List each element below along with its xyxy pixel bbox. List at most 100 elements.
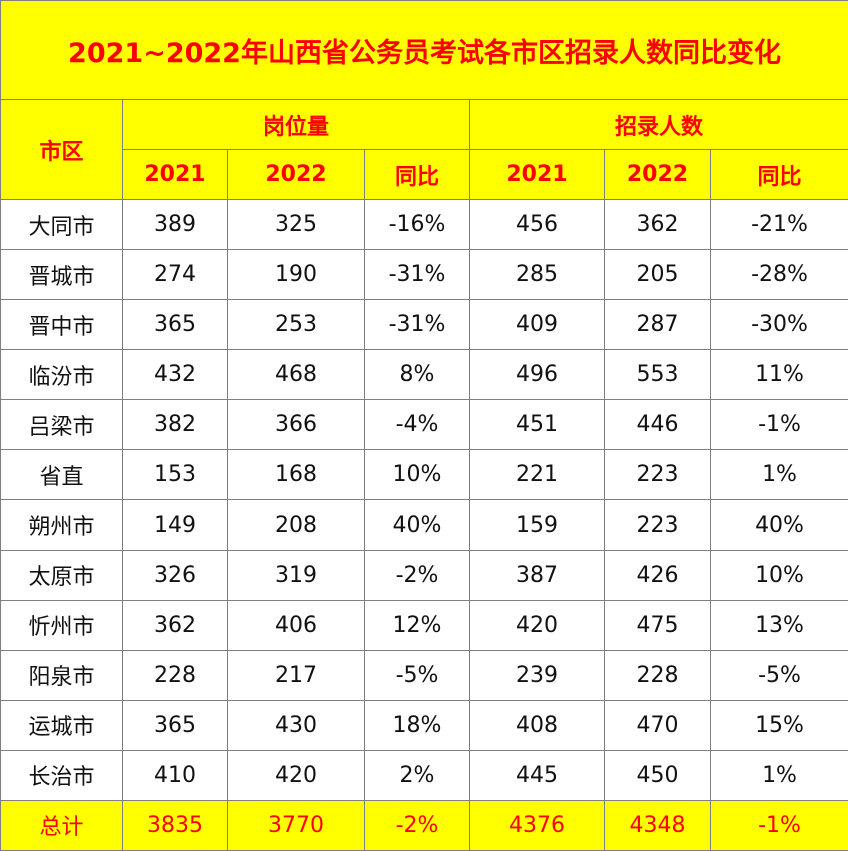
positions-yoy-cell: -4% <box>364 399 470 451</box>
recruits-2021-cell: 387 <box>469 549 605 601</box>
total-label: 总计 <box>0 799 123 851</box>
positions-2021-cell: 153 <box>122 449 228 501</box>
positions-2022-cell: 420 <box>227 749 365 801</box>
recruits-group-header: 招录人数 <box>468 99 848 151</box>
table-row: 晋中市 365 253 -31% 409 287 -30% <box>0 299 848 351</box>
table-row: 运城市 365 430 18% 408 470 15% <box>0 699 848 751</box>
recruits-yoy-cell: 10% <box>709 549 848 601</box>
sub-header-positions-2021: 2021 <box>122 149 228 201</box>
positions-2022-cell: 217 <box>227 649 365 701</box>
region-cell: 朔州市 <box>0 499 123 551</box>
table-row: 吕梁市 382 366 -4% 451 446 -1% <box>0 399 848 451</box>
recruits-2022-cell: 228 <box>604 649 711 701</box>
recruits-2022-cell: 362 <box>604 199 711 251</box>
positions-2022-cell: 325 <box>227 199 365 251</box>
recruits-2022-cell: 470 <box>604 699 711 751</box>
recruits-2022-cell: 553 <box>604 349 711 401</box>
total-positions-2021: 3835 <box>122 799 228 851</box>
positions-yoy-cell: 12% <box>364 599 470 651</box>
region-cell: 太原市 <box>0 549 123 601</box>
recruits-yoy-cell: -28% <box>709 249 848 301</box>
recruits-2021-cell: 285 <box>469 249 605 301</box>
positions-group-header: 岗位量 <box>122 99 470 151</box>
total-recruits-2022: 4348 <box>604 799 711 851</box>
recruits-yoy-cell: 1% <box>709 449 848 501</box>
recruits-2021-cell: 451 <box>469 399 605 451</box>
sub-header-positions-2022: 2022 <box>227 149 365 201</box>
positions-2021-cell: 149 <box>122 499 228 551</box>
table-row: 太原市 326 319 -2% 387 426 10% <box>0 549 848 601</box>
recruits-2021-cell: 159 <box>469 499 605 551</box>
table-row: 大同市 389 325 -16% 456 362 -21% <box>0 199 848 251</box>
positions-2021-cell: 432 <box>122 349 228 401</box>
positions-yoy-cell: 40% <box>364 499 470 551</box>
positions-2021-cell: 365 <box>122 699 228 751</box>
recruits-yoy-cell: 1% <box>709 749 848 801</box>
region-cell: 晋城市 <box>0 249 123 301</box>
recruits-2021-cell: 496 <box>469 349 605 401</box>
positions-2022-cell: 190 <box>227 249 365 301</box>
table-row: 长治市 410 420 2% 445 450 1% <box>0 749 848 801</box>
table-row: 忻州市 362 406 12% 420 475 13% <box>0 599 848 651</box>
sub-header-positions-yoy: 同比 <box>364 149 470 201</box>
positions-2022-cell: 253 <box>227 299 365 351</box>
region-cell: 长治市 <box>0 749 123 801</box>
positions-yoy-cell: -31% <box>364 299 470 351</box>
recruits-yoy-cell: -30% <box>709 299 848 351</box>
recruits-2022-cell: 205 <box>604 249 711 301</box>
positions-2021-cell: 389 <box>122 199 228 251</box>
table-title: 2021~2022年山西省公务员考试各市区招录人数同比变化 <box>0 0 848 101</box>
recruits-2022-cell: 475 <box>604 599 711 651</box>
positions-2022-cell: 366 <box>227 399 365 451</box>
positions-2022-cell: 208 <box>227 499 365 551</box>
positions-yoy-cell: -5% <box>364 649 470 701</box>
positions-yoy-cell: -16% <box>364 199 470 251</box>
region-cell: 忻州市 <box>0 599 123 651</box>
positions-2021-cell: 365 <box>122 299 228 351</box>
recruits-yoy-cell: -21% <box>709 199 848 251</box>
positions-2022-cell: 430 <box>227 699 365 751</box>
positions-yoy-cell: 18% <box>364 699 470 751</box>
recruits-yoy-cell: 15% <box>709 699 848 751</box>
region-cell: 阳泉市 <box>0 649 123 701</box>
region-cell: 临汾市 <box>0 349 123 401</box>
recruits-2021-cell: 420 <box>469 599 605 651</box>
region-cell: 大同市 <box>0 199 123 251</box>
sub-header-row: 2021 2022 同比 2021 2022 同比 <box>1 149 848 201</box>
recruits-yoy-cell: 11% <box>709 349 848 401</box>
recruits-2021-cell: 239 <box>469 649 605 701</box>
sub-header-recruits-2021: 2021 <box>469 149 605 201</box>
recruits-2022-cell: 426 <box>604 549 711 601</box>
recruits-2022-cell: 450 <box>604 749 711 801</box>
recruits-2022-cell: 223 <box>604 499 711 551</box>
positions-yoy-cell: 8% <box>364 349 470 401</box>
positions-yoy-cell: 10% <box>364 449 470 501</box>
positions-2021-cell: 382 <box>122 399 228 451</box>
positions-2022-cell: 468 <box>227 349 365 401</box>
sub-header-recruits-yoy: 同比 <box>709 149 848 201</box>
table-row: 阳泉市 228 217 -5% 239 228 -5% <box>0 649 848 701</box>
positions-2021-cell: 410 <box>122 749 228 801</box>
region-cell: 省直 <box>0 449 123 501</box>
recruits-yoy-cell: 13% <box>709 599 848 651</box>
recruits-2021-cell: 408 <box>469 699 605 751</box>
positions-2021-cell: 228 <box>122 649 228 701</box>
recruits-2021-cell: 456 <box>469 199 605 251</box>
title-row: 2021~2022年山西省公务员考试各市区招录人数同比变化 <box>0 0 848 101</box>
region-cell: 运城市 <box>0 699 123 751</box>
recruits-2022-cell: 446 <box>604 399 711 451</box>
region-cell: 吕梁市 <box>0 399 123 451</box>
recruits-2021-cell: 445 <box>469 749 605 801</box>
positions-2022-cell: 406 <box>227 599 365 651</box>
table-row: 省直 153 168 10% 221 223 1% <box>0 449 848 501</box>
positions-2022-cell: 319 <box>227 549 365 601</box>
recruits-2022-cell: 223 <box>604 449 711 501</box>
positions-2022-cell: 168 <box>227 449 365 501</box>
total-positions-2022: 3770 <box>227 799 365 851</box>
total-row: 总计 3835 3770 -2% 4376 4348 -1% <box>0 799 848 851</box>
table-row: 临汾市 432 468 8% 496 553 11% <box>0 349 848 401</box>
positions-yoy-cell: -31% <box>364 249 470 301</box>
positions-2021-cell: 274 <box>122 249 228 301</box>
total-recruits-yoy: -1% <box>709 799 848 851</box>
